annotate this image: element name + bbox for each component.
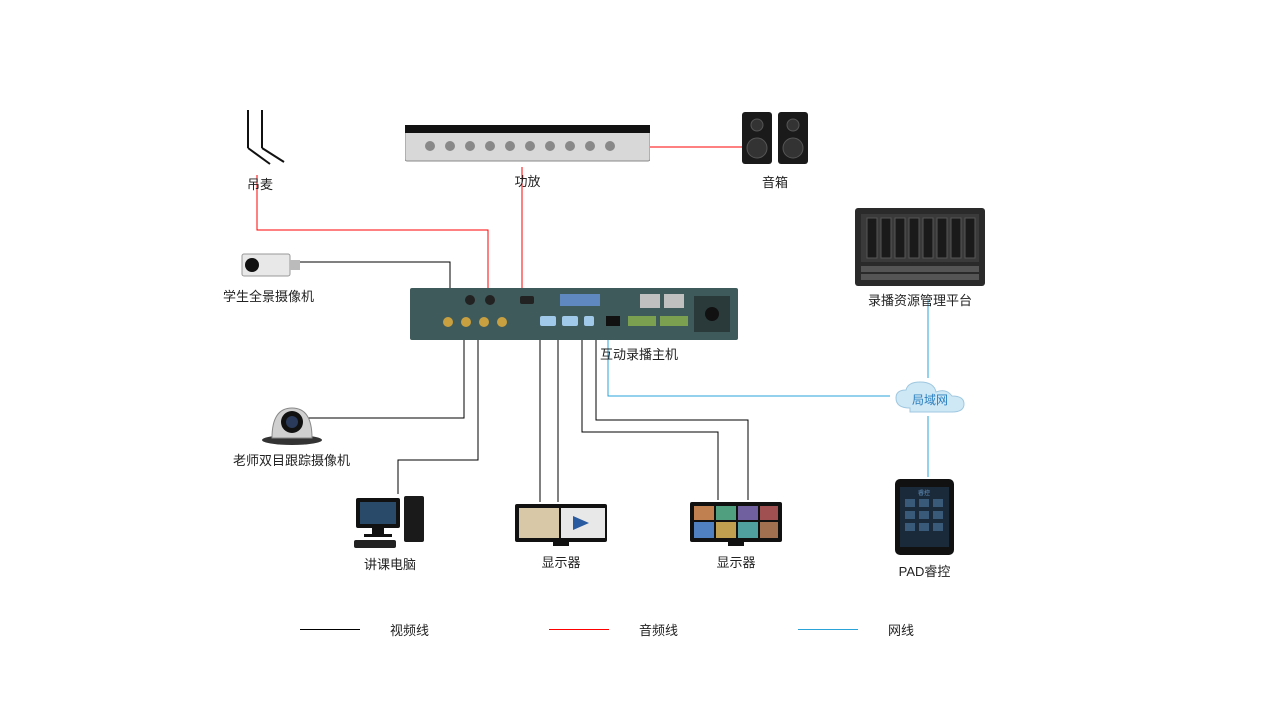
- desktop-pc-icon: [350, 494, 430, 550]
- ptz-camera-icon: [257, 398, 327, 446]
- node-mic: 吊麦: [230, 110, 290, 193]
- host-device-icon: [410, 288, 738, 340]
- legend-swatch: [549, 629, 609, 630]
- node-label: 老师双目跟踪摄像机: [233, 450, 350, 469]
- node-display-1: 显示器: [513, 502, 609, 571]
- server-rack-icon: [855, 208, 985, 286]
- node-server: 录播资源管理平台: [855, 208, 985, 309]
- node-student-camera: 学生全景摄像机: [223, 246, 314, 305]
- speaker-icon: [740, 110, 810, 168]
- legend-item-network: 网线: [798, 620, 914, 639]
- amplifier-icon: [405, 125, 650, 167]
- legend: 视频线 音频线 网线: [300, 620, 914, 639]
- legend-item-video: 视频线: [300, 620, 429, 639]
- node-cloud: 局域网: [890, 378, 970, 416]
- monitor-grid-icon: [688, 500, 784, 548]
- legend-item-audio: 音频线: [549, 620, 678, 639]
- legend-swatch: [300, 629, 360, 630]
- node-display-2: 显示器: [688, 500, 784, 571]
- node-label: 显示器: [541, 552, 580, 571]
- node-label: 音箱: [762, 172, 788, 191]
- node-pad: 睿控 PAD睿控: [893, 477, 956, 580]
- node-label: 显示器: [716, 552, 755, 571]
- node-label: 吊麦: [247, 174, 273, 193]
- node-label: PAD睿控: [899, 561, 951, 580]
- node-amp: 功放: [405, 125, 650, 190]
- legend-label: 视频线: [390, 620, 429, 639]
- node-label: 学生全景摄像机: [223, 286, 314, 305]
- legend-swatch: [798, 629, 858, 630]
- monitor-icon: [513, 502, 609, 548]
- legend-label: 音频线: [639, 620, 678, 639]
- cloud-icon: [890, 378, 970, 416]
- node-host: 互动录播主机: [410, 288, 738, 363]
- mic-icon: [230, 110, 290, 170]
- node-label: 讲课电脑: [364, 554, 416, 573]
- node-pc: 讲课电脑: [350, 494, 430, 573]
- svg-text:睿控: 睿控: [918, 489, 930, 497]
- tablet-icon: 睿控: [893, 477, 956, 557]
- legend-label: 网线: [888, 620, 914, 639]
- node-teacher-camera: 老师双目跟踪摄像机: [233, 398, 350, 469]
- node-label: 功放: [514, 171, 540, 190]
- node-label: 录播资源管理平台: [868, 290, 972, 309]
- box-camera-icon: [234, 246, 304, 282]
- node-label: 互动录播主机: [600, 344, 678, 363]
- node-speaker: 音箱: [740, 110, 810, 191]
